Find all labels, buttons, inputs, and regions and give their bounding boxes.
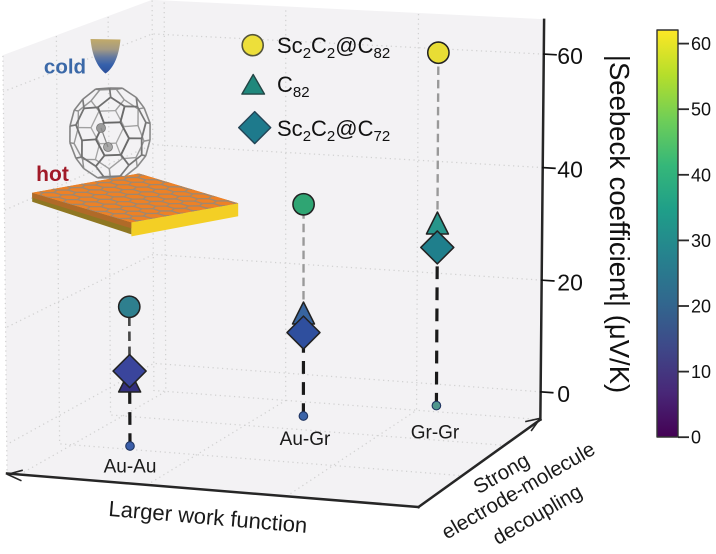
svg-text:20: 20: [557, 269, 583, 295]
svg-text:40: 40: [691, 165, 711, 185]
svg-text:Au-Gr: Au-Gr: [280, 429, 331, 450]
svg-text:cold: cold: [44, 56, 86, 79]
svg-text:0: 0: [557, 381, 570, 407]
svg-text:60: 60: [557, 43, 583, 69]
svg-text:|Seebeck coefficient| (μV/K): |Seebeck coefficient| (μV/K): [604, 55, 635, 393]
svg-text:hot: hot: [36, 163, 69, 186]
svg-text:Gr-Gr: Gr-Gr: [411, 423, 460, 444]
svg-text:20: 20: [691, 297, 711, 317]
svg-text:Au-Au: Au-Au: [104, 457, 157, 478]
svg-text:40: 40: [557, 156, 583, 182]
svg-text:10: 10: [691, 362, 711, 382]
svg-text:60: 60: [691, 34, 711, 54]
svg-text:50: 50: [691, 100, 711, 120]
svg-text:0: 0: [691, 428, 701, 448]
svg-text:Sc2C2@C82: Sc2C2@C82: [277, 33, 390, 62]
svg-text:Sc2C2@C72: Sc2C2@C72: [277, 116, 390, 145]
svg-text:C82: C82: [277, 72, 310, 101]
svg-text:Larger work function: Larger work function: [108, 496, 309, 538]
svg-text:30: 30: [691, 231, 711, 251]
